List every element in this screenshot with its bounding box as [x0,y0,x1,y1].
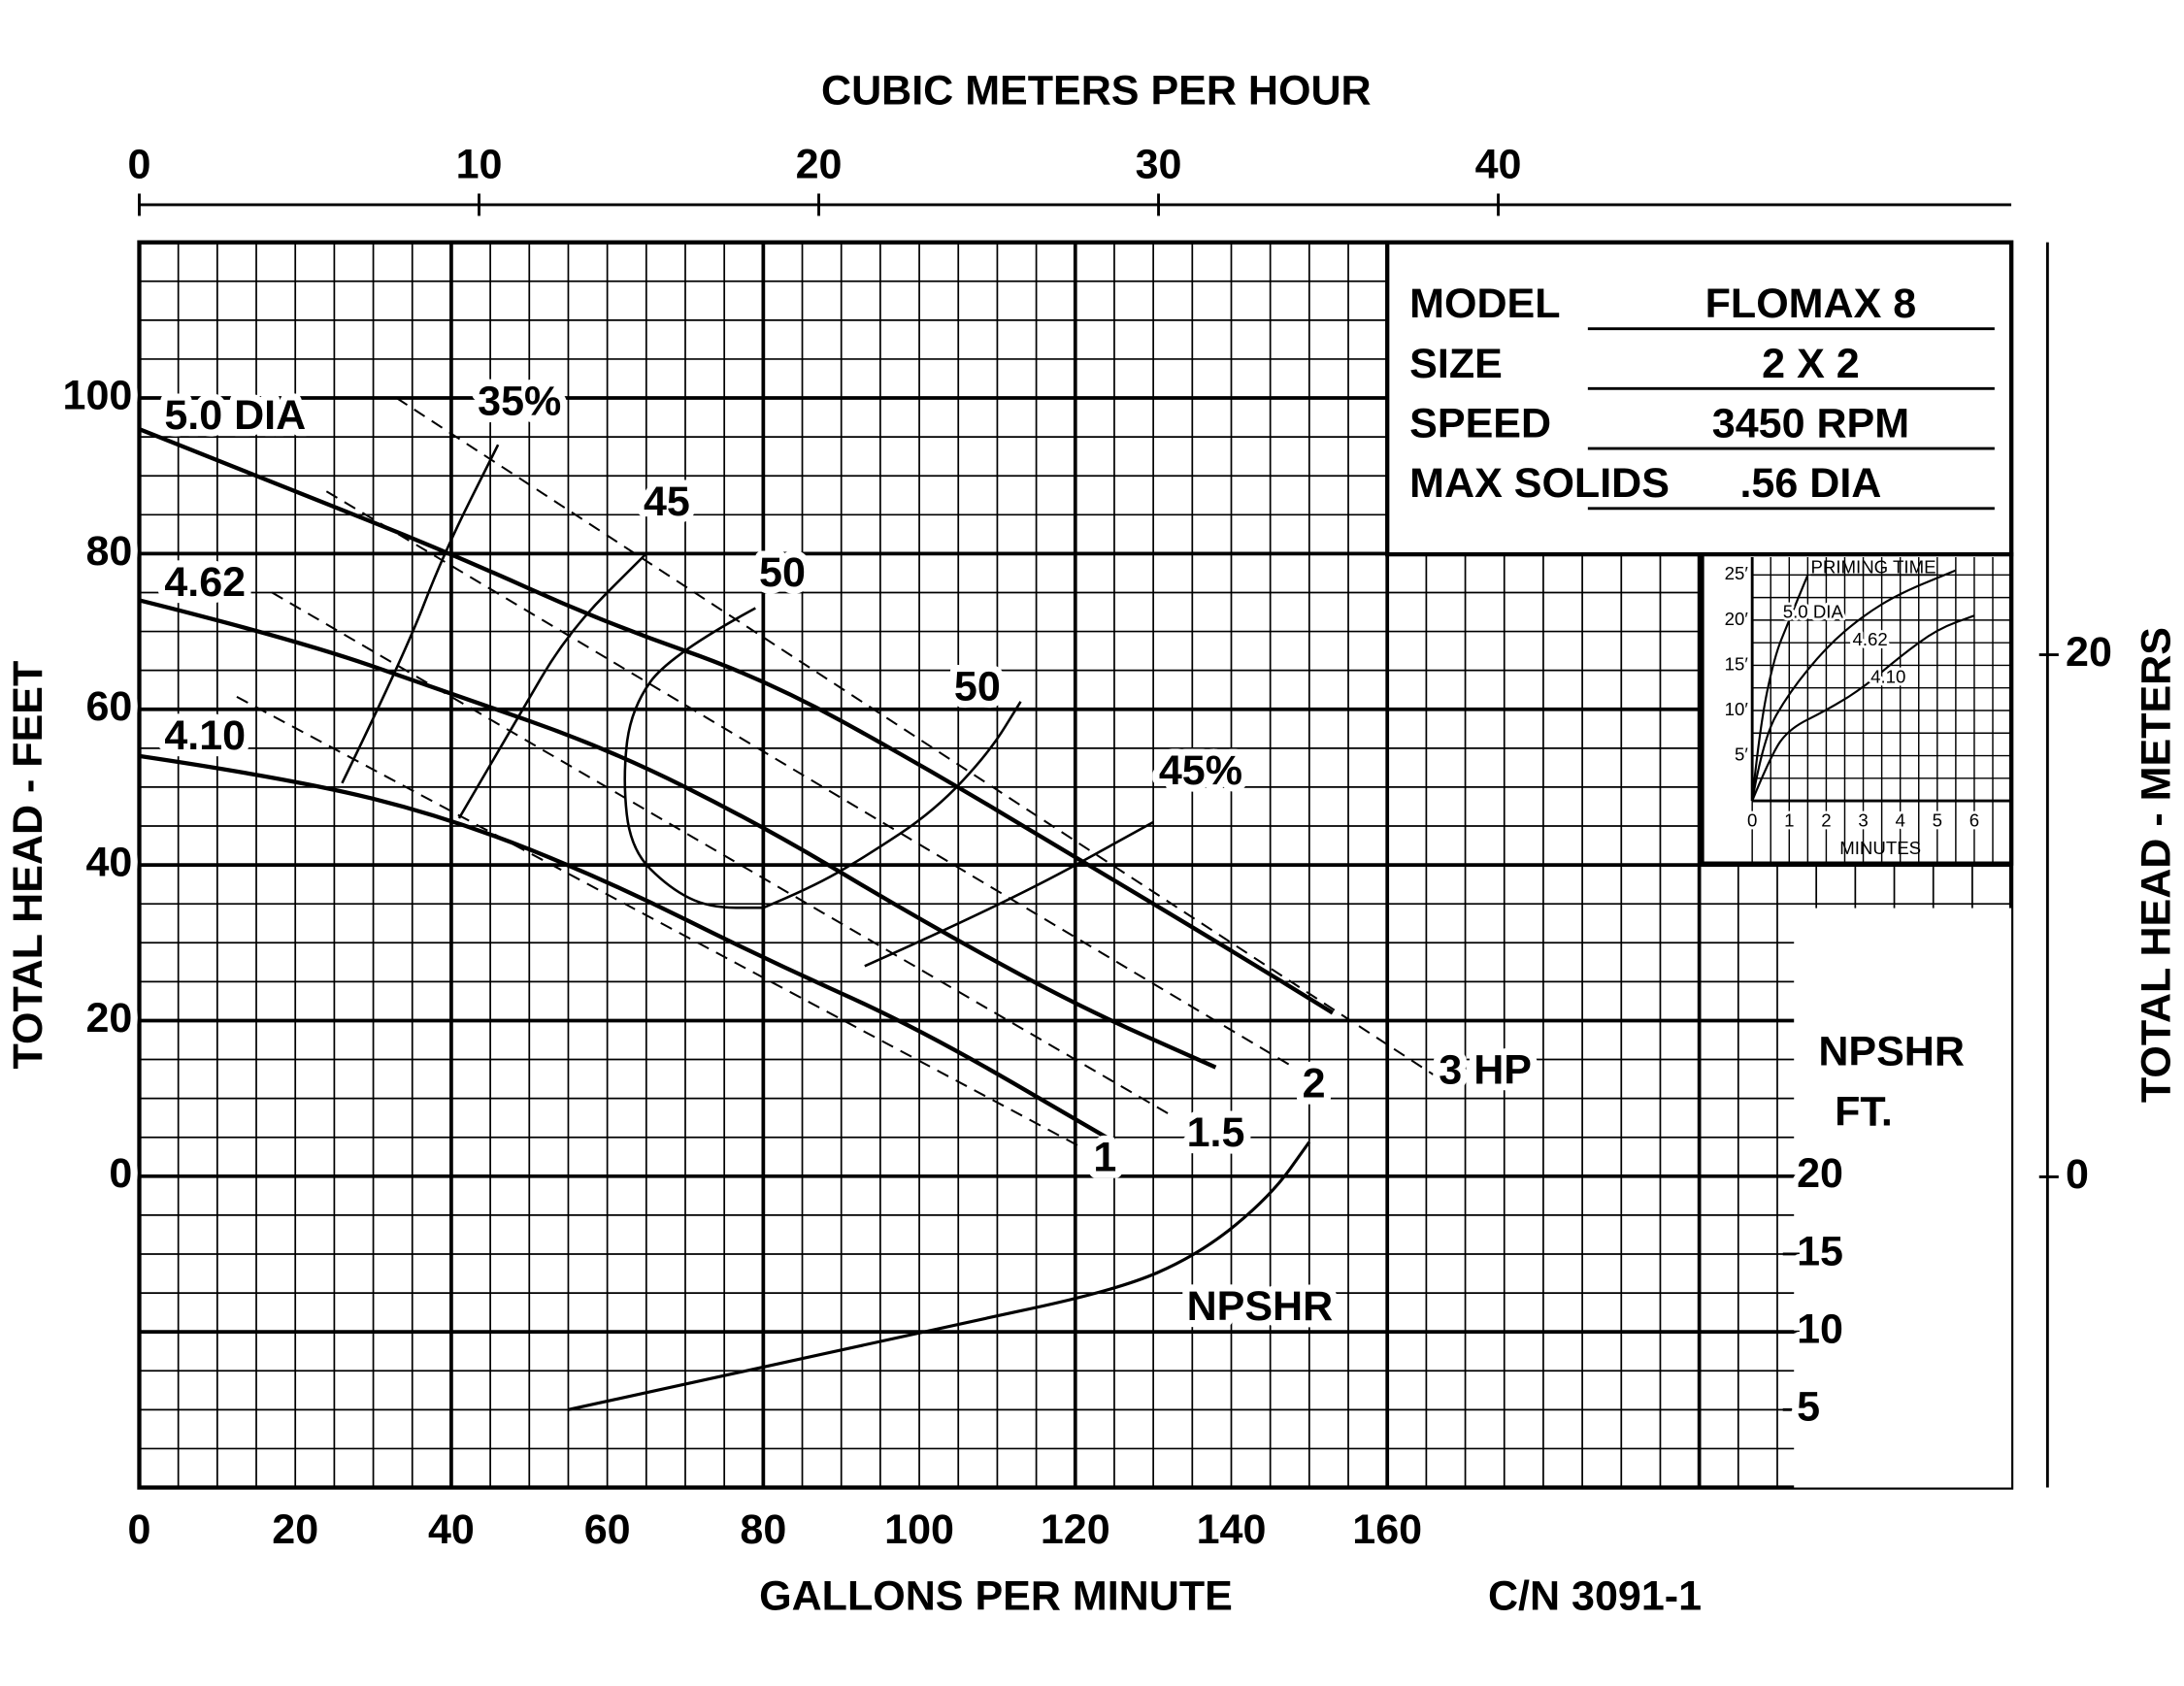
x2-tick-label: 40 [1475,142,1522,188]
inset-x-title: MINUTES [1839,838,1921,858]
inset-x-tick-label: 1 [1784,810,1794,831]
inset-x-tick-label: 2 [1821,810,1831,831]
efficiency-label: 45 [644,479,690,525]
power-label: 3 HP [1439,1046,1532,1093]
npshr-panel [1794,908,2012,1488]
grid [137,240,2014,1490]
info-label: SIZE [1409,341,1503,387]
inset-x-tick-label: 0 [1747,810,1757,831]
x-tick-label: 80 [740,1506,786,1553]
y-tick-label: 100 [63,372,133,418]
y-tick-label: 0 [109,1150,132,1197]
y-tick-label: 40 [85,839,132,885]
info-label: SPEED [1409,400,1551,446]
info-label: MODEL [1409,281,1560,327]
power-line [271,591,1170,1115]
inset-curve-label: 5.0 DIA [1783,601,1844,621]
npshr-axis-unit: FT. [1835,1088,1893,1135]
head-curve [138,598,1217,1070]
efficiency-curve [762,701,1022,909]
inset-y-tick-label: 15′ [1725,653,1749,674]
info-box [1385,240,2014,557]
power-label: 1.5 [1187,1109,1245,1156]
y-tick-label: 80 [85,528,132,575]
curves [138,397,1975,1411]
inset-x-tick-label: 6 [1969,810,1979,831]
npshr-axis-title: NPSHR [1818,1029,1965,1075]
inset-y-tick-label: 20′ [1725,609,1749,629]
info-label: MAX SOLIDS [1409,460,1670,507]
efficiency-curve [623,607,764,909]
x2-tick-label: 0 [128,142,151,188]
efficiency-curve [341,444,500,784]
y-tick-label: 60 [85,683,132,730]
inset-y-tick-label: 5′ [1735,744,1748,764]
x-tick-label: 20 [272,1506,318,1553]
npshr-curve [568,1141,1311,1411]
x2-tick-label: 30 [1136,142,1182,188]
y2-tick-label: 0 [2066,1151,2089,1198]
npshr-tick-label: 20 [1797,1150,1843,1197]
inset-y-tick-label: 10′ [1725,699,1749,719]
efficiency-curve [864,820,1154,968]
power-label: 1 [1093,1135,1116,1181]
x-tick-label: 0 [128,1506,151,1553]
x-tick-label: 100 [884,1506,954,1553]
inset-x-tick-label: 4 [1895,810,1904,831]
inset-x-tick-label: 3 [1858,810,1868,831]
info-value: 3450 RPM [1712,400,1909,446]
x2-title: CUBIC METERS PER HOUR [821,68,1372,115]
curve-label: NPSHR [1187,1283,1334,1330]
x2-tick-label: 10 [456,142,503,188]
x-title: GALLONS PER MINUTE [759,1573,1233,1620]
priming-curve [1751,574,1809,802]
x-tick-label: 60 [584,1506,631,1553]
head-curve [139,753,1109,1140]
info-value: 2 X 2 [1762,341,1859,387]
npshr-tick-label: 5 [1797,1384,1820,1431]
priming-curve [1751,569,1957,802]
efficiency-label: 45% [1159,747,1242,794]
npshr-tick-label: 10 [1797,1306,1843,1353]
x-tick-label: 40 [428,1506,475,1553]
x-tick-label: 140 [1197,1506,1267,1553]
x2-tick-label: 20 [796,142,843,188]
power-line [236,696,1084,1149]
efficiency-label: 50 [954,664,1001,711]
x-tick-label: 160 [1352,1506,1422,1553]
x-tick-label: 120 [1041,1506,1110,1553]
inset-y-tick-label: 25′ [1725,563,1749,583]
y-title: TOTAL HEAD - FEET [5,661,51,1070]
inset-curve-label: 4.62 [1852,629,1887,649]
efficiency-label: 35% [478,379,561,425]
inset-x-tick-label: 5 [1933,810,1942,831]
code: C/N 3091-1 [1488,1573,1702,1620]
priming-curve [1751,614,1975,802]
overlays: MODEL FLOMAX 8 SIZE 2 X 2 SPEED 3450 RPM MAX S… [1385,240,2014,1488]
head-curve [138,427,1335,1015]
efficiency-label: 50 [759,549,806,596]
curve-label: 5.0 DIA [164,392,306,439]
inset-curve-label: 4.10 [1870,667,1905,687]
inset-title: PRIMING TIME [1810,556,1936,577]
power-line [396,397,1435,1076]
npshr-tick-label: 15 [1797,1228,1843,1274]
y2-tick-label: 20 [2066,629,2112,676]
info-value: .56 DIA [1739,460,1881,507]
curve-label: 4.62 [164,559,246,606]
y2-title: TOTAL HEAD - METERS [2134,627,2180,1103]
info-value: FLOMAX 8 [1705,281,1917,327]
power-label: 2 [1303,1061,1326,1107]
curve-label: 4.10 [164,712,246,759]
y-tick-label: 20 [85,995,132,1041]
